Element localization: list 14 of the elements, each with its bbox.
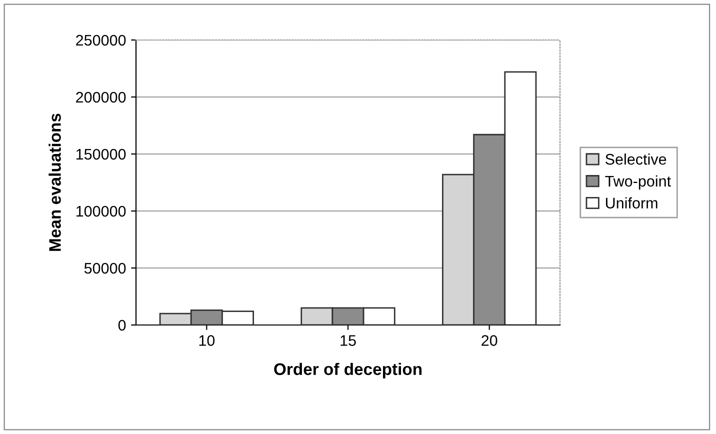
y-axis-title: Mean evaluations (48, 114, 61, 251)
x-tick-label: 10 (199, 335, 215, 346)
legend-label: Two-point (605, 175, 671, 190)
y-tick-label: 150000 (76, 148, 126, 160)
x-axis-title: Order of deception (274, 362, 422, 378)
y-tick-label: 200000 (76, 92, 126, 103)
x-tick-label: 20 (482, 335, 498, 346)
legend-label: Uniform (606, 197, 658, 208)
y-tick-label: 100000 (76, 206, 126, 217)
y-tick-label: 50000 (84, 262, 126, 274)
y-tick-label: 250000 (76, 34, 126, 46)
legend-label: Selective (606, 154, 666, 165)
y-tick-label: 0 (118, 320, 126, 331)
x-tick-label: 15 (340, 335, 356, 346)
